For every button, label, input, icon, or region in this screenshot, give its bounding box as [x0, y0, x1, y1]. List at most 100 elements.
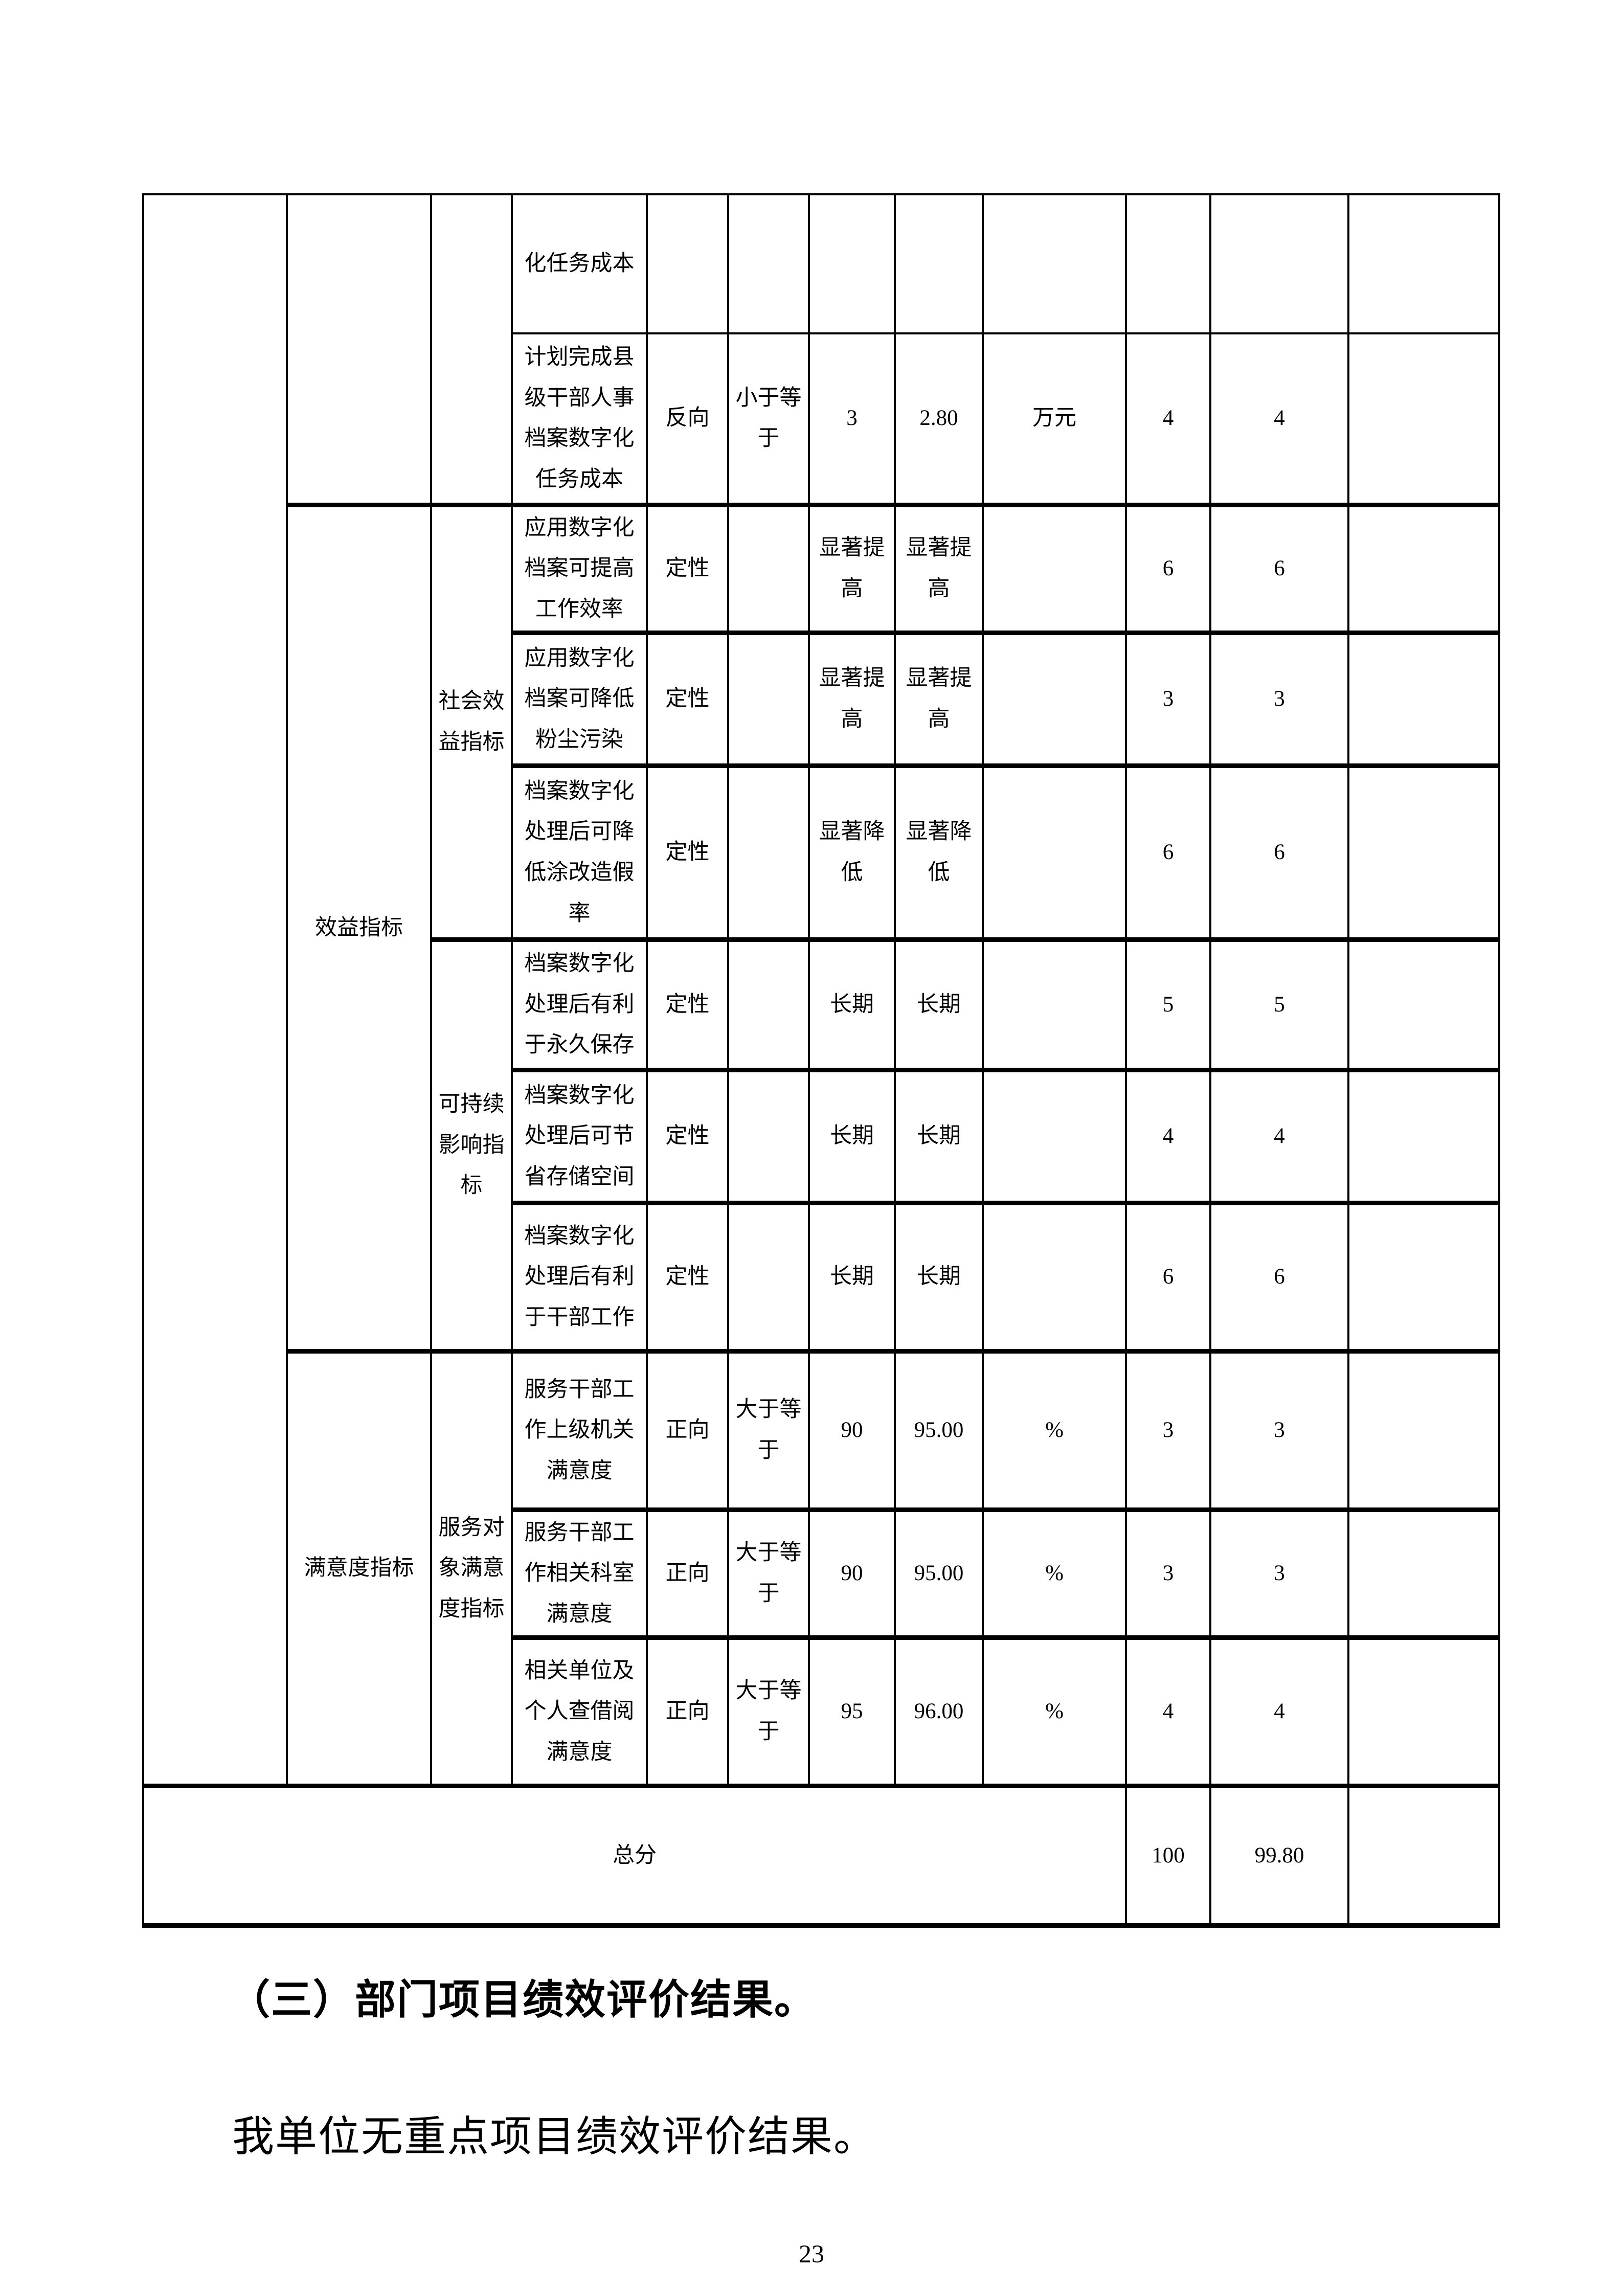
cell-total-label: 总分 — [142, 1783, 1127, 1928]
cell-indicator-superior-sat: 服务干部工 作上级机关 满意度 — [511, 1348, 648, 1511]
cell-weight: 6 — [1125, 763, 1211, 940]
cell-nature: 正向 — [646, 1635, 729, 1787]
cell-indicator-dust: 应用数字化 档案可降低 粉尘污染 — [511, 630, 648, 767]
cell-unit: % — [982, 1348, 1127, 1511]
cell-remark — [1347, 937, 1500, 1071]
cell-actual-value: 长期 — [894, 937, 984, 1071]
cell-score: 4 — [1209, 332, 1349, 506]
empty-cell — [808, 193, 896, 334]
cell-indicator-plan-cost: 计划完成县 级干部人事 档案数字化 任务成本 — [511, 332, 648, 506]
cell-score: 5 — [1209, 937, 1349, 1071]
section-heading: （三）部门项目绩效评价结果。 — [229, 1978, 816, 2023]
body-paragraph: 我单位无重点项目绩效评价结果。 — [232, 2113, 877, 2160]
cell-indicator-preserve: 档案数字化 处理后有利 于永久保存 — [511, 937, 648, 1071]
cell-score: 3 — [1209, 630, 1349, 767]
cell-actual-value: 长期 — [894, 1067, 984, 1204]
empty-cell — [646, 193, 729, 334]
cell-actual-value: 96.00 — [894, 1635, 984, 1787]
group-sustainable-impact: 可持续 影响指 标 — [430, 937, 513, 1352]
cell-remark — [1347, 1635, 1500, 1787]
cell-level3-carry — [430, 193, 513, 506]
cell-weight: 3 — [1125, 1507, 1211, 1638]
cell-indicator-cadre-work: 档案数字化 处理后有利 于干部工作 — [511, 1200, 648, 1352]
cell-score: 3 — [1209, 1348, 1349, 1511]
cell-target-value: 显著降 低 — [808, 763, 896, 940]
cell-actual-value: 2.80 — [894, 332, 984, 506]
cell-score: 4 — [1209, 1635, 1349, 1787]
cell-comparator — [727, 502, 810, 634]
cell-remark — [1347, 1348, 1500, 1511]
cell-nature: 定性 — [646, 763, 729, 940]
cell-level2-carry — [286, 193, 432, 506]
cell-unit — [982, 763, 1127, 940]
cell-indicator-efficiency: 应用数字化 档案可提高 工作效率 — [511, 502, 648, 634]
cell-nature: 定性 — [646, 630, 729, 767]
cell-unit — [982, 1067, 1127, 1204]
cell-target-value: 90 — [808, 1507, 896, 1638]
cell-actual-value: 长期 — [894, 1200, 984, 1352]
cell-unit — [982, 1200, 1127, 1352]
cell-comparator: 大于等 于 — [727, 1348, 810, 1511]
cell-nature: 正向 — [646, 1348, 729, 1511]
cell-actual-value: 95.00 — [894, 1348, 984, 1511]
cell-comparator: 小于等 于 — [727, 332, 810, 506]
cell-nature: 反向 — [646, 332, 729, 506]
cell-remark — [1347, 1067, 1500, 1204]
cell-comparator — [727, 630, 810, 767]
empty-cell — [727, 193, 810, 334]
cell-weight: 4 — [1125, 1635, 1211, 1787]
cell-unit — [982, 937, 1127, 1071]
cell-target-value: 95 — [808, 1635, 896, 1787]
cell-target-value: 显著提 高 — [808, 502, 896, 634]
cell-comparator: 大于等 于 — [727, 1635, 810, 1787]
cell-score: 6 — [1209, 763, 1349, 940]
empty-cell — [1125, 193, 1211, 334]
cell-indicator-dept-sat: 服务干部工 作相关科室 满意度 — [511, 1507, 648, 1638]
cell-target-value: 长期 — [808, 1200, 896, 1352]
cell-nature: 正向 — [646, 1507, 729, 1638]
cell-remark — [1347, 1200, 1500, 1352]
cell-target-value: 长期 — [808, 1067, 896, 1204]
cell-level1-indicator — [142, 193, 288, 1787]
cell-indicator-storage: 档案数字化 处理后可节 省存储空间 — [511, 1067, 648, 1204]
cell-comparator — [727, 1067, 810, 1204]
cell-unit — [982, 630, 1127, 767]
cell-comparator — [727, 937, 810, 1071]
group-satisfaction-indicators: 满意度指标 — [286, 1348, 432, 1787]
cell-actual-value: 95.00 — [894, 1507, 984, 1638]
cell-indicator-carry: 化任务成本 — [511, 193, 648, 334]
cell-remark — [1347, 1507, 1500, 1638]
cell-target-value: 3 — [808, 332, 896, 506]
cell-nature: 定性 — [646, 1067, 729, 1204]
cell-actual-value: 显著提 高 — [894, 502, 984, 634]
cell-remark — [1347, 1783, 1500, 1928]
cell-unit: % — [982, 1635, 1127, 1787]
cell-actual-value: 显著提 高 — [894, 630, 984, 767]
cell-remark — [1347, 332, 1500, 506]
cell-indicator-query-sat: 相关单位及 个人查借阅 满意度 — [511, 1635, 648, 1787]
cell-score: 3 — [1209, 1507, 1349, 1638]
group-benefit-indicators: 效益指标 — [286, 502, 432, 1352]
empty-cell — [1209, 193, 1349, 334]
cell-weight: 6 — [1125, 502, 1211, 634]
cell-weight: 5 — [1125, 937, 1211, 1071]
cell-remark — [1347, 630, 1500, 767]
cell-target-value: 90 — [808, 1348, 896, 1511]
empty-cell — [1347, 193, 1500, 334]
cell-unit: 万元 — [982, 332, 1127, 506]
cell-nature: 定性 — [646, 502, 729, 634]
cell-weight: 3 — [1125, 630, 1211, 767]
cell-total-weight: 100 — [1125, 1783, 1211, 1928]
group-social-benefit: 社会效 益指标 — [430, 502, 513, 940]
cell-weight: 4 — [1125, 1067, 1211, 1204]
cell-actual-value: 显著降 低 — [894, 763, 984, 940]
cell-remark — [1347, 763, 1500, 940]
cell-remark — [1347, 502, 1500, 634]
performance-indicator-table: 化任务成本 计划完成县 级干部人事 档案数字化 任务成本 反向 小于等 于 3 … — [142, 193, 1500, 1928]
cell-score: 6 — [1209, 1200, 1349, 1352]
cell-nature: 定性 — [646, 1200, 729, 1352]
cell-comparator: 大于等 于 — [727, 1507, 810, 1638]
cell-score: 6 — [1209, 502, 1349, 634]
cell-weight: 4 — [1125, 332, 1211, 506]
